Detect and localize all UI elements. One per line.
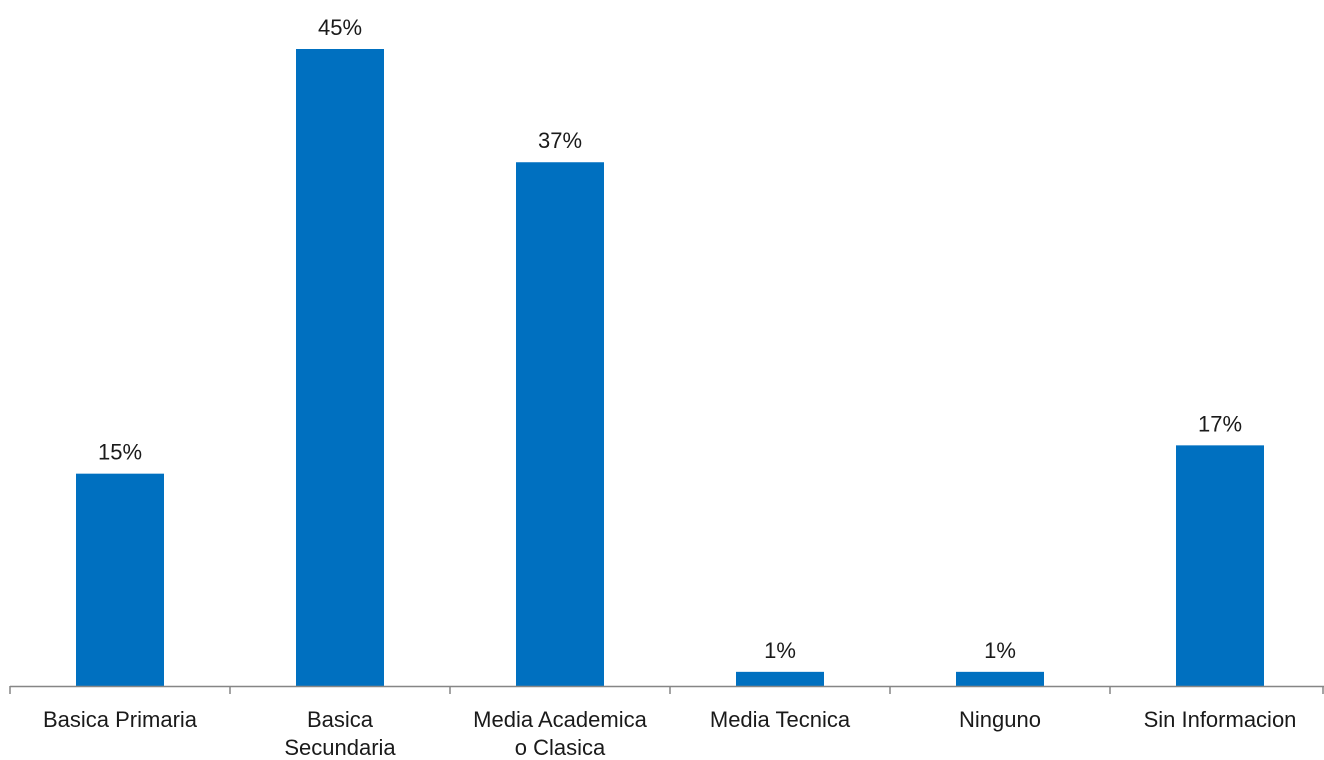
bars-group (76, 49, 1264, 686)
bar-2 (296, 49, 384, 686)
category-label-line: Basica (307, 707, 374, 732)
value-label-6: 17% (1198, 411, 1242, 436)
category-label-3: Media Academica o Clasica (473, 707, 647, 760)
bar-1 (76, 473, 164, 686)
x-axis (9, 685, 1324, 694)
category-label-line: Basica Primaria (43, 707, 198, 732)
value-label-1: 15% (98, 440, 142, 465)
category-label-1: Basica Primaria (43, 707, 198, 732)
category-label-line: o Clasica (515, 735, 606, 760)
category-labels-group: Basica Primaria Basica Secundaria Media Aca… (43, 707, 1296, 760)
category-label-line: Sin Informacion (1144, 707, 1297, 732)
value-label-4: 1% (764, 638, 796, 663)
category-label-line: Media Tecnica (710, 707, 851, 732)
value-labels-group: 15% 45% 37% 1% 1% 17% (98, 15, 1242, 663)
category-label-4: Media Tecnica (710, 707, 851, 732)
category-label-line: Ninguno (959, 707, 1041, 732)
bar-6 (1176, 445, 1264, 686)
value-label-3: 37% (538, 128, 582, 153)
bar-5 (956, 671, 1044, 686)
bar-3 (516, 162, 604, 686)
value-label-2: 45% (318, 15, 362, 40)
category-label-line: Secundaria (284, 735, 396, 760)
category-label-5: Ninguno (959, 707, 1041, 732)
bar-4 (736, 671, 824, 686)
value-label-5: 1% (984, 638, 1016, 663)
category-label-line: Media Academica (473, 707, 647, 732)
category-label-6: Sin Informacion (1144, 707, 1297, 732)
category-label-2: Basica Secundaria (284, 707, 396, 760)
